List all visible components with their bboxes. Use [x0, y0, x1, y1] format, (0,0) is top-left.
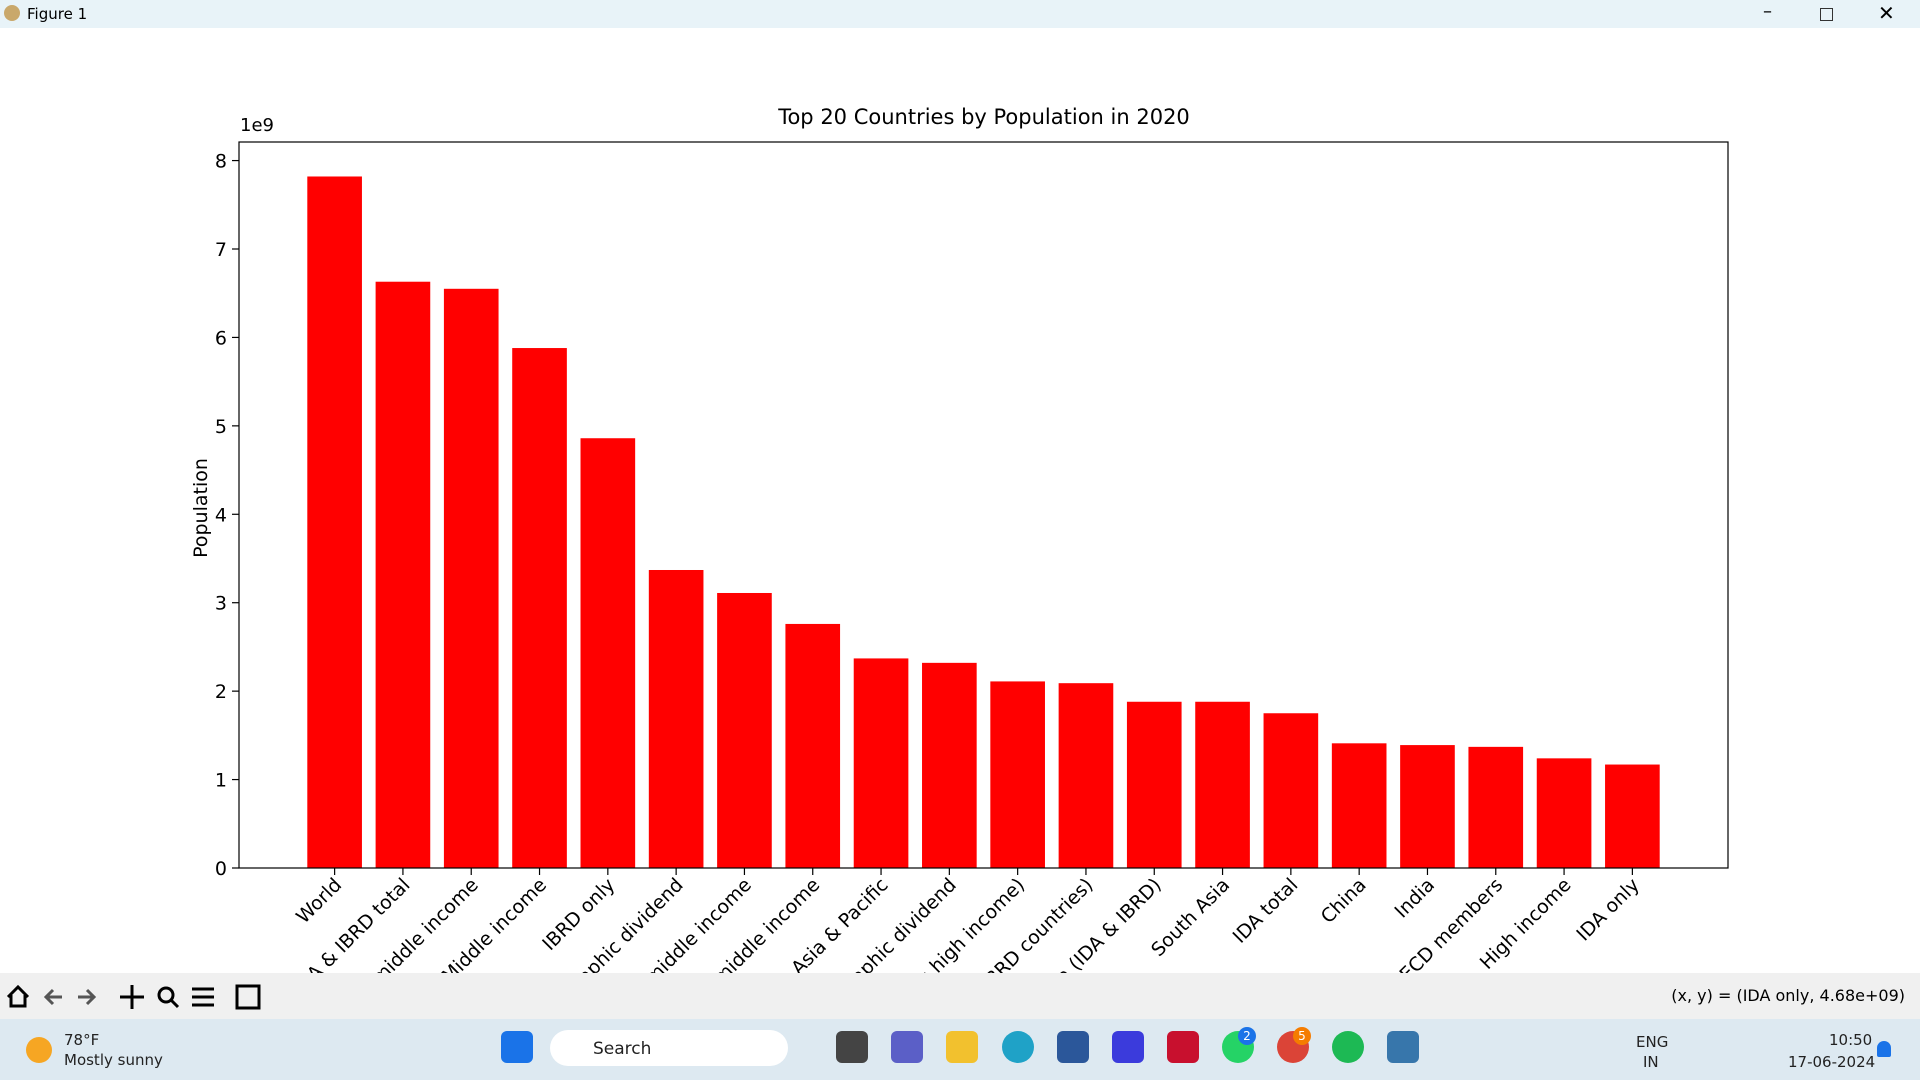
store-icon[interactable]	[1057, 1031, 1089, 1063]
bar	[1605, 764, 1660, 868]
bar	[580, 438, 636, 868]
explorer-icon[interactable]	[946, 1031, 978, 1063]
bar	[648, 569, 704, 868]
bar	[853, 658, 909, 868]
minimize-button[interactable]: –	[1763, 1, 1772, 22]
pan-button[interactable]	[120, 985, 144, 1009]
notification-icon[interactable]	[1877, 1041, 1891, 1057]
x-tick-label: World	[292, 874, 346, 928]
chrome-badge: 5	[1293, 1027, 1311, 1045]
y-offset-label: 1e9	[240, 115, 274, 136]
plot-frame	[238, 141, 1729, 869]
save-button[interactable]	[235, 984, 261, 1010]
restore-button[interactable]	[1820, 8, 1833, 21]
title-bar: Figure 1 – ✕	[0, 0, 1920, 28]
language: ENG	[1636, 1033, 1669, 1051]
y-tick-label: 0	[215, 858, 227, 880]
clock-time: 10:50	[1829, 1031, 1873, 1049]
bar	[443, 288, 499, 868]
bar	[1126, 701, 1182, 868]
configure-button[interactable]	[192, 987, 214, 1007]
teams-icon[interactable]	[891, 1031, 923, 1063]
y-tick-label: 3	[215, 593, 227, 615]
bar	[785, 623, 841, 868]
close-button[interactable]: ✕	[1878, 1, 1895, 25]
weather-text: Mostly sunny	[64, 1051, 163, 1069]
bar	[990, 681, 1045, 868]
y-tick-label: 1	[215, 770, 227, 792]
bar	[1400, 745, 1455, 868]
y-tick-label: 7	[215, 239, 227, 261]
y-tick-label: 2	[215, 681, 227, 703]
clock-date: 17-06-2024	[1788, 1053, 1876, 1071]
bar	[512, 348, 567, 869]
bar	[1331, 743, 1387, 868]
bar	[1468, 746, 1524, 868]
app-icon	[4, 5, 20, 21]
mcafee-icon[interactable]	[1167, 1031, 1199, 1063]
x-tick-label: IDA total	[1229, 874, 1303, 948]
window-title: Figure 1	[27, 5, 88, 23]
forward-button[interactable]	[78, 988, 97, 1006]
bar	[307, 176, 362, 869]
bar	[1195, 701, 1250, 868]
y-tick-label: 6	[215, 327, 227, 349]
whatsapp-badge: 2	[1238, 1027, 1256, 1045]
task-view[interactable]	[836, 1031, 868, 1063]
bar	[1536, 758, 1592, 868]
x-tick-label: China	[1317, 874, 1371, 928]
back-button[interactable]	[43, 988, 62, 1006]
x-tick-label: India	[1390, 874, 1439, 923]
bar	[1263, 713, 1319, 868]
y-tick-label: 4	[215, 504, 227, 526]
start-button[interactable]	[501, 1031, 533, 1063]
region: IN	[1643, 1053, 1659, 1071]
app-icon-2[interactable]	[1112, 1031, 1144, 1063]
toolbar-icons	[6, 984, 261, 1010]
zoom-button[interactable]	[157, 986, 175, 1004]
spotify-icon[interactable]	[1332, 1031, 1364, 1063]
bar	[717, 592, 772, 868]
x-tick-label: IDA only	[1572, 874, 1644, 946]
chart: Top 20 Countries by Population in 2020 1…	[190, 105, 1729, 973]
toolbar: (x, y) = (IDA only, 4.68e+09)	[0, 973, 1920, 1019]
taskbar: 78°F Mostly sunny Search 2 5 ENG IN 10:5…	[0, 1019, 1920, 1080]
edge-icon[interactable]	[1002, 1031, 1034, 1063]
status-text: (x, y) = (IDA only, 4.68e+09)	[1671, 986, 1905, 1005]
chart-title: Top 20 Countries by Population in 2020	[777, 105, 1190, 129]
y-axis-label: Population	[190, 458, 212, 558]
python-icon[interactable]	[1387, 1031, 1419, 1063]
bar	[922, 662, 977, 868]
search-text: Search	[593, 1039, 652, 1059]
weather-icon[interactable]	[26, 1037, 52, 1063]
bar	[375, 281, 431, 868]
weather-temp: 78°F	[64, 1031, 100, 1049]
search-box[interactable]	[550, 1030, 788, 1066]
y-tick-label: 5	[215, 416, 227, 438]
y-tick-label: 8	[215, 151, 227, 173]
home-button[interactable]	[6, 984, 30, 1008]
bar	[1058, 683, 1114, 868]
